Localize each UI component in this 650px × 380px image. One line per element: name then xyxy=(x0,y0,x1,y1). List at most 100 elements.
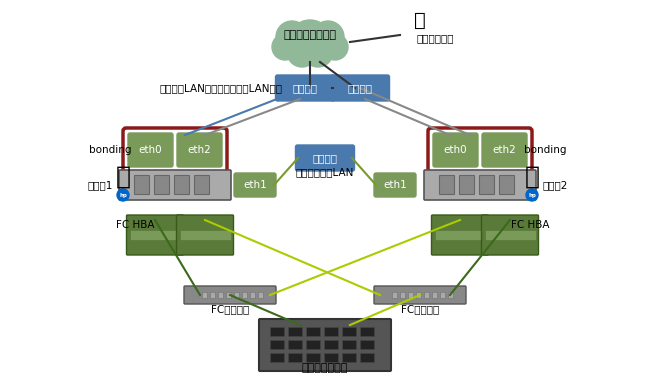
Circle shape xyxy=(287,37,317,67)
Bar xyxy=(408,292,413,298)
Bar xyxy=(234,292,239,298)
Text: 🐧: 🐧 xyxy=(525,165,540,189)
FancyBboxPatch shape xyxy=(234,173,276,197)
FancyBboxPatch shape xyxy=(480,176,495,195)
Circle shape xyxy=(312,21,344,53)
FancyBboxPatch shape xyxy=(128,133,173,167)
Bar xyxy=(250,292,255,298)
Text: eth0: eth0 xyxy=(444,145,467,155)
Text: FCスイッチ: FCスイッチ xyxy=(211,304,249,314)
Text: スイッチ: スイッチ xyxy=(292,83,317,93)
FancyBboxPatch shape xyxy=(259,319,391,371)
Circle shape xyxy=(276,21,308,53)
Circle shape xyxy=(526,189,538,201)
Bar xyxy=(179,230,231,240)
FancyBboxPatch shape xyxy=(177,215,233,255)
Bar xyxy=(270,353,284,362)
FancyBboxPatch shape xyxy=(482,133,527,167)
Bar xyxy=(258,292,263,298)
Text: eth1: eth1 xyxy=(243,180,267,190)
Circle shape xyxy=(272,34,298,60)
Text: bonding: bonding xyxy=(524,145,566,155)
Bar xyxy=(432,292,437,298)
FancyBboxPatch shape xyxy=(194,176,209,195)
Text: FC HBA: FC HBA xyxy=(116,220,154,230)
Text: FCスイッチ: FCスイッチ xyxy=(401,304,439,314)
Bar xyxy=(484,230,536,240)
Bar xyxy=(324,353,338,362)
Text: サービスLANとハートビートLAN兼用: サービスLANとハートビートLAN兼用 xyxy=(160,83,283,93)
FancyBboxPatch shape xyxy=(499,176,515,195)
Circle shape xyxy=(322,34,348,60)
Text: eth0: eth0 xyxy=(138,145,162,155)
FancyBboxPatch shape xyxy=(424,170,536,200)
Text: hp: hp xyxy=(119,193,127,198)
Text: 共有ストレージ: 共有ストレージ xyxy=(302,363,348,373)
Bar xyxy=(360,353,374,362)
FancyBboxPatch shape xyxy=(374,173,416,197)
FancyBboxPatch shape xyxy=(119,170,231,200)
Bar xyxy=(448,292,453,298)
Bar xyxy=(416,292,421,298)
Text: eth2: eth2 xyxy=(493,145,516,155)
Circle shape xyxy=(288,20,332,64)
Bar xyxy=(400,292,405,298)
Circle shape xyxy=(303,37,333,67)
Bar xyxy=(342,327,356,336)
Bar xyxy=(324,340,338,349)
FancyBboxPatch shape xyxy=(155,176,170,195)
FancyBboxPatch shape xyxy=(177,133,222,167)
FancyBboxPatch shape xyxy=(135,176,150,195)
Text: hp: hp xyxy=(528,193,536,198)
FancyBboxPatch shape xyxy=(460,176,474,195)
FancyBboxPatch shape xyxy=(439,176,454,195)
Text: ノード2: ノード2 xyxy=(542,180,567,190)
Bar xyxy=(242,292,247,298)
Text: bonding: bonding xyxy=(89,145,131,155)
Circle shape xyxy=(117,189,129,201)
FancyBboxPatch shape xyxy=(276,75,335,101)
Text: 🐧: 🐧 xyxy=(116,165,131,189)
FancyBboxPatch shape xyxy=(184,286,276,304)
Bar xyxy=(342,340,356,349)
Text: 💻: 💻 xyxy=(414,11,426,30)
Text: スイッチ: スイッチ xyxy=(348,83,372,93)
Text: ノード1: ノード1 xyxy=(87,180,112,190)
Bar xyxy=(270,340,284,349)
Text: eth2: eth2 xyxy=(188,145,211,155)
Bar xyxy=(288,327,302,336)
Bar xyxy=(306,340,320,349)
Bar xyxy=(288,340,302,349)
Bar xyxy=(324,327,338,336)
Bar xyxy=(270,327,284,336)
Bar xyxy=(202,292,207,298)
Text: FC HBA: FC HBA xyxy=(511,220,549,230)
Bar xyxy=(440,292,445,298)
FancyBboxPatch shape xyxy=(127,215,183,255)
Bar xyxy=(424,292,429,298)
Text: クライアント: クライアント xyxy=(416,33,454,43)
Bar xyxy=(210,292,215,298)
FancyBboxPatch shape xyxy=(433,133,478,167)
Bar xyxy=(218,292,223,298)
Bar xyxy=(434,230,486,240)
Bar xyxy=(360,327,374,336)
FancyBboxPatch shape xyxy=(374,286,466,304)
FancyBboxPatch shape xyxy=(432,215,489,255)
Bar xyxy=(226,292,231,298)
FancyBboxPatch shape xyxy=(330,75,389,101)
Bar xyxy=(392,292,397,298)
Bar xyxy=(288,353,302,362)
Bar xyxy=(360,340,374,349)
Bar xyxy=(342,353,356,362)
Text: 外部ネットワーク: 外部ネットワーク xyxy=(283,30,337,40)
FancyBboxPatch shape xyxy=(482,215,538,255)
Text: スイッチ: スイッチ xyxy=(313,153,337,163)
Text: ハートビートLAN: ハートビートLAN xyxy=(296,167,354,177)
FancyBboxPatch shape xyxy=(296,145,354,171)
Bar xyxy=(306,353,320,362)
Bar xyxy=(129,230,181,240)
Text: eth1: eth1 xyxy=(383,180,407,190)
Bar xyxy=(306,327,320,336)
FancyBboxPatch shape xyxy=(174,176,190,195)
